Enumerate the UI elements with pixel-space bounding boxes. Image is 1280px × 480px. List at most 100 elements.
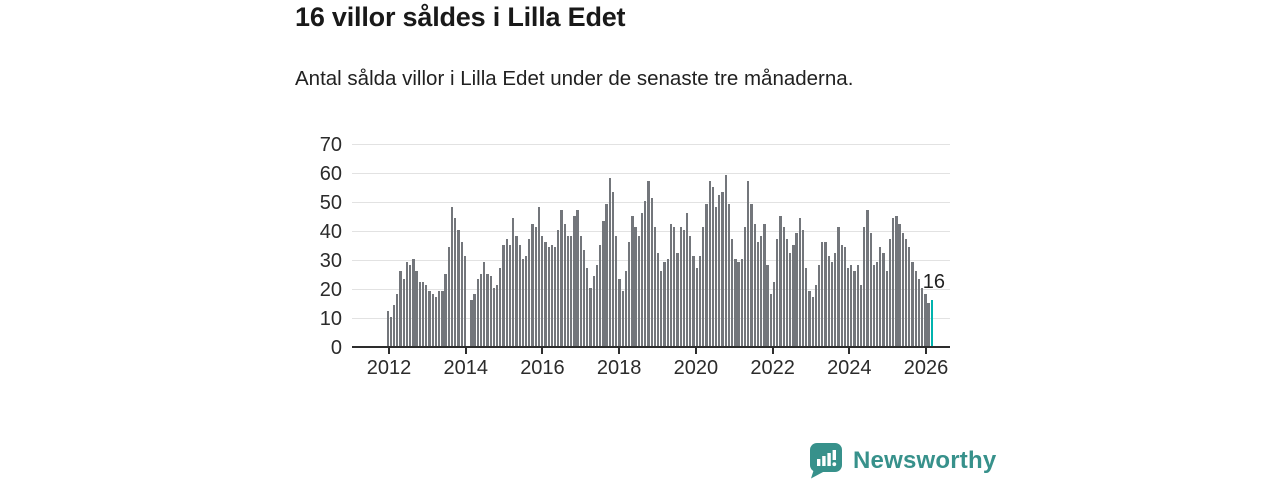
bar (795, 232, 798, 346)
bar (505, 238, 508, 346)
bar (698, 256, 702, 346)
bar (537, 206, 541, 346)
bar (396, 293, 399, 346)
bar (557, 230, 560, 346)
bar (479, 273, 483, 346)
bar (566, 235, 570, 346)
bar (599, 244, 602, 346)
bar (808, 290, 811, 346)
bar (389, 317, 393, 346)
bar (483, 261, 486, 346)
bar (399, 270, 402, 346)
bar (521, 259, 525, 346)
bar (869, 232, 872, 346)
page-title: 16 villor såldes i Lilla Edet (295, 2, 626, 32)
bar (673, 227, 676, 346)
x-axis-label: 2020 (673, 357, 719, 379)
bar (782, 227, 785, 346)
bar (853, 270, 856, 346)
x-axis-label: 2024 (827, 357, 872, 379)
bar (811, 296, 814, 346)
bar (908, 247, 911, 346)
bar (650, 198, 653, 346)
bar (541, 235, 544, 346)
bar (421, 282, 425, 346)
grid-line (352, 144, 950, 145)
bar (718, 195, 721, 346)
y-axis-label: 70 (319, 134, 342, 156)
bar (653, 227, 657, 346)
bar (679, 227, 682, 346)
bar (731, 238, 734, 346)
bar (914, 270, 917, 346)
bar (827, 256, 830, 346)
bar (669, 224, 673, 346)
bar (689, 235, 692, 346)
bar (727, 203, 731, 346)
bar (415, 270, 418, 346)
bar (798, 218, 801, 346)
bar (473, 293, 476, 346)
bar (863, 227, 866, 346)
bar (438, 290, 441, 346)
bar (441, 290, 444, 346)
bar (850, 264, 853, 346)
bar (553, 247, 557, 346)
bar (486, 273, 489, 346)
bar (405, 261, 409, 346)
x-tick (464, 348, 467, 354)
bar (830, 261, 834, 346)
bar (428, 290, 431, 346)
bar (769, 293, 772, 346)
bar (904, 238, 908, 346)
bar (454, 218, 457, 346)
plot-area: 16 0 10 20 30 40 50 60 70 2012 2014 2016 2018 2020 20… (320, 135, 950, 379)
bar (805, 267, 808, 346)
bar (495, 285, 499, 346)
bar (776, 238, 779, 346)
bar (447, 247, 450, 346)
bar (724, 174, 727, 346)
highlighted-bar (930, 299, 933, 346)
bar (872, 264, 876, 346)
bar (924, 293, 927, 346)
bar (817, 264, 821, 346)
bar (792, 244, 795, 346)
x-axis-label: 2012 (366, 357, 412, 379)
bar (450, 206, 454, 346)
bar (637, 235, 640, 346)
bar (843, 247, 847, 346)
bar (708, 180, 711, 346)
bar (418, 282, 421, 346)
x-tick (848, 348, 851, 354)
bar (927, 302, 930, 346)
bar (386, 311, 389, 346)
bar (515, 235, 518, 346)
y-axis-label: 10 (319, 308, 342, 330)
bar (821, 241, 824, 346)
bar (560, 209, 563, 346)
y-axis-label: 50 (319, 192, 342, 214)
bar (605, 203, 608, 346)
grid-line (352, 173, 950, 174)
x-axis-label: 2016 (520, 357, 565, 379)
x-axis-line (352, 346, 950, 348)
bar (666, 259, 669, 346)
bar (640, 212, 644, 346)
bar (502, 244, 505, 346)
bar (814, 285, 818, 346)
value-annotation: 16 (922, 270, 945, 293)
bar (779, 215, 782, 346)
bar (766, 264, 769, 346)
bar (705, 203, 708, 346)
y-axis-label: 0 (330, 337, 342, 359)
bar (402, 279, 405, 346)
bar (492, 288, 496, 346)
bar (412, 259, 415, 346)
bar (895, 215, 898, 346)
bar (840, 244, 843, 346)
bar (888, 238, 892, 346)
bar (512, 218, 515, 346)
bar (524, 256, 528, 346)
